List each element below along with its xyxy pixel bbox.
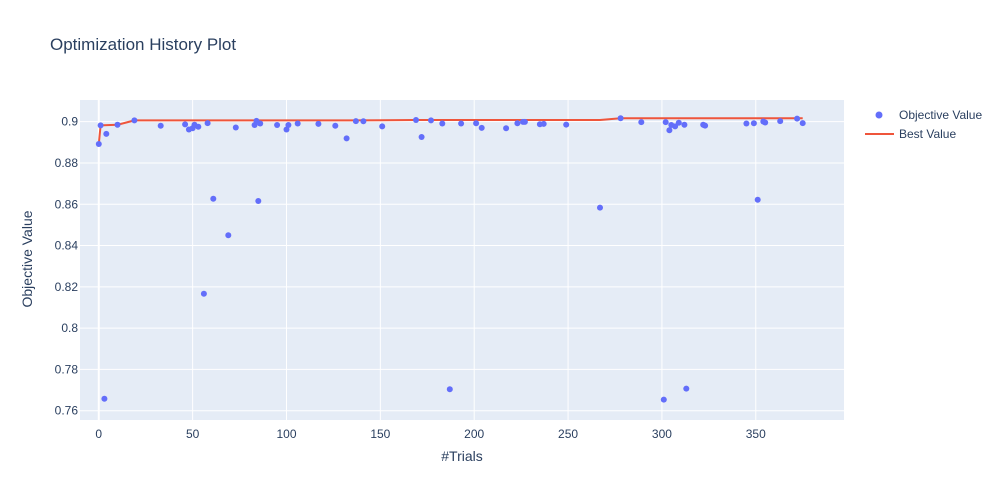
objective-value-point[interactable] xyxy=(683,385,690,392)
objective-value-point[interactable] xyxy=(200,290,207,297)
y-tick-label: 0.8 xyxy=(61,321,78,335)
objective-value-point[interactable] xyxy=(257,120,264,127)
objective-value-point[interactable] xyxy=(101,395,108,402)
objective-value-point[interactable] xyxy=(157,122,164,129)
objective-value-point[interactable] xyxy=(799,120,806,127)
x-tick-label: 200 xyxy=(464,427,484,441)
objective-value-point[interactable] xyxy=(563,121,570,128)
x-tick-label: 150 xyxy=(370,427,390,441)
plot-area xyxy=(80,100,844,420)
objective-value-point[interactable] xyxy=(750,120,757,127)
x-tick-label: 250 xyxy=(558,427,578,441)
objective-value-point[interactable] xyxy=(352,118,359,125)
y-tick-label: 0.82 xyxy=(55,280,79,294)
objective-value-point[interactable] xyxy=(210,195,217,202)
objective-value-point[interactable] xyxy=(681,121,688,128)
objective-value-point[interactable] xyxy=(521,118,528,125)
y-tick-label: 0.78 xyxy=(55,362,79,376)
y-axis-title: Objective Value xyxy=(19,210,35,307)
objective-value-point[interactable] xyxy=(754,196,761,203)
objective-value-point[interactable] xyxy=(95,141,102,147)
objective-value-point[interactable] xyxy=(225,232,232,239)
objective-value-point[interactable] xyxy=(232,124,239,131)
objective-value-point[interactable] xyxy=(103,130,110,137)
objective-value-point[interactable] xyxy=(702,122,709,129)
x-axis-title: #Trials xyxy=(441,448,483,464)
objective-value-point[interactable] xyxy=(204,120,211,127)
objective-value-point[interactable] xyxy=(514,120,521,127)
objective-value-point[interactable] xyxy=(597,204,603,211)
objective-value-point[interactable] xyxy=(638,119,645,126)
objective-value-point[interactable] xyxy=(255,198,262,204)
objective-value-point[interactable] xyxy=(660,396,667,403)
objective-value-point[interactable] xyxy=(473,120,480,127)
objective-value-point[interactable] xyxy=(97,122,104,129)
objective-value-point[interactable] xyxy=(666,127,673,134)
objective-value-point[interactable] xyxy=(794,115,801,122)
legend-label-objective-value[interactable]: Objective Value xyxy=(899,108,982,122)
objective-value-point[interactable] xyxy=(332,122,339,129)
objective-value-point[interactable] xyxy=(672,123,679,130)
objective-value-point[interactable] xyxy=(675,119,682,126)
objective-value-point[interactable] xyxy=(428,117,434,124)
y-tick-label: 0.86 xyxy=(55,197,79,211)
x-tick-label: 100 xyxy=(276,427,296,441)
objective-value-point[interactable] xyxy=(294,120,301,127)
y-tick-label: 0.88 xyxy=(55,156,79,170)
objective-value-point[interactable] xyxy=(777,118,784,125)
x-tick-label: 0 xyxy=(95,427,102,441)
objective-value-point[interactable] xyxy=(285,122,292,128)
objective-value-point[interactable] xyxy=(446,386,453,393)
objective-value-point[interactable] xyxy=(439,120,446,127)
objective-value-point[interactable] xyxy=(617,115,624,122)
x-tick-label: 300 xyxy=(652,427,672,441)
x-tick-label: 350 xyxy=(746,427,766,441)
objective-value-point[interactable] xyxy=(114,121,121,128)
objective-value-point[interactable] xyxy=(413,117,419,123)
objective-value-point[interactable] xyxy=(743,120,750,127)
objective-value-point[interactable] xyxy=(315,120,322,127)
objective-value-point[interactable] xyxy=(762,119,769,126)
legend[interactable]: Objective Value Best Value xyxy=(865,108,982,141)
objective-value-point[interactable] xyxy=(360,118,367,125)
grid-lines xyxy=(80,100,844,420)
tick-labels: 0 50 100 150 200 250 300 350 0.76 0.78 0.8 0.82 0.84… xyxy=(55,115,766,441)
objective-value-point[interactable] xyxy=(503,125,510,132)
objective-value-point[interactable] xyxy=(458,120,465,127)
objective-value-point[interactable] xyxy=(379,123,386,130)
y-tick-label: 0.84 xyxy=(55,239,79,253)
legend-label-best-value[interactable]: Best Value xyxy=(899,127,956,141)
y-tick-label: 0.76 xyxy=(55,404,79,418)
objective-value-point[interactable] xyxy=(343,135,350,142)
chart-title: Optimization History Plot xyxy=(50,35,236,54)
objective-value-point[interactable] xyxy=(131,117,138,124)
x-tick-label: 50 xyxy=(186,427,200,441)
objective-value-point[interactable] xyxy=(662,119,669,126)
objective-value-series xyxy=(95,115,806,403)
legend-marker-objective-value xyxy=(875,111,883,119)
objective-value-point[interactable] xyxy=(540,120,547,127)
objective-value-point[interactable] xyxy=(478,124,485,131)
objective-value-point[interactable] xyxy=(283,126,290,133)
y-tick-label: 0.9 xyxy=(61,115,78,129)
objective-value-point[interactable] xyxy=(195,123,202,130)
objective-value-point[interactable] xyxy=(274,122,281,128)
objective-value-point[interactable] xyxy=(182,121,189,128)
objective-value-point[interactable] xyxy=(418,134,425,140)
